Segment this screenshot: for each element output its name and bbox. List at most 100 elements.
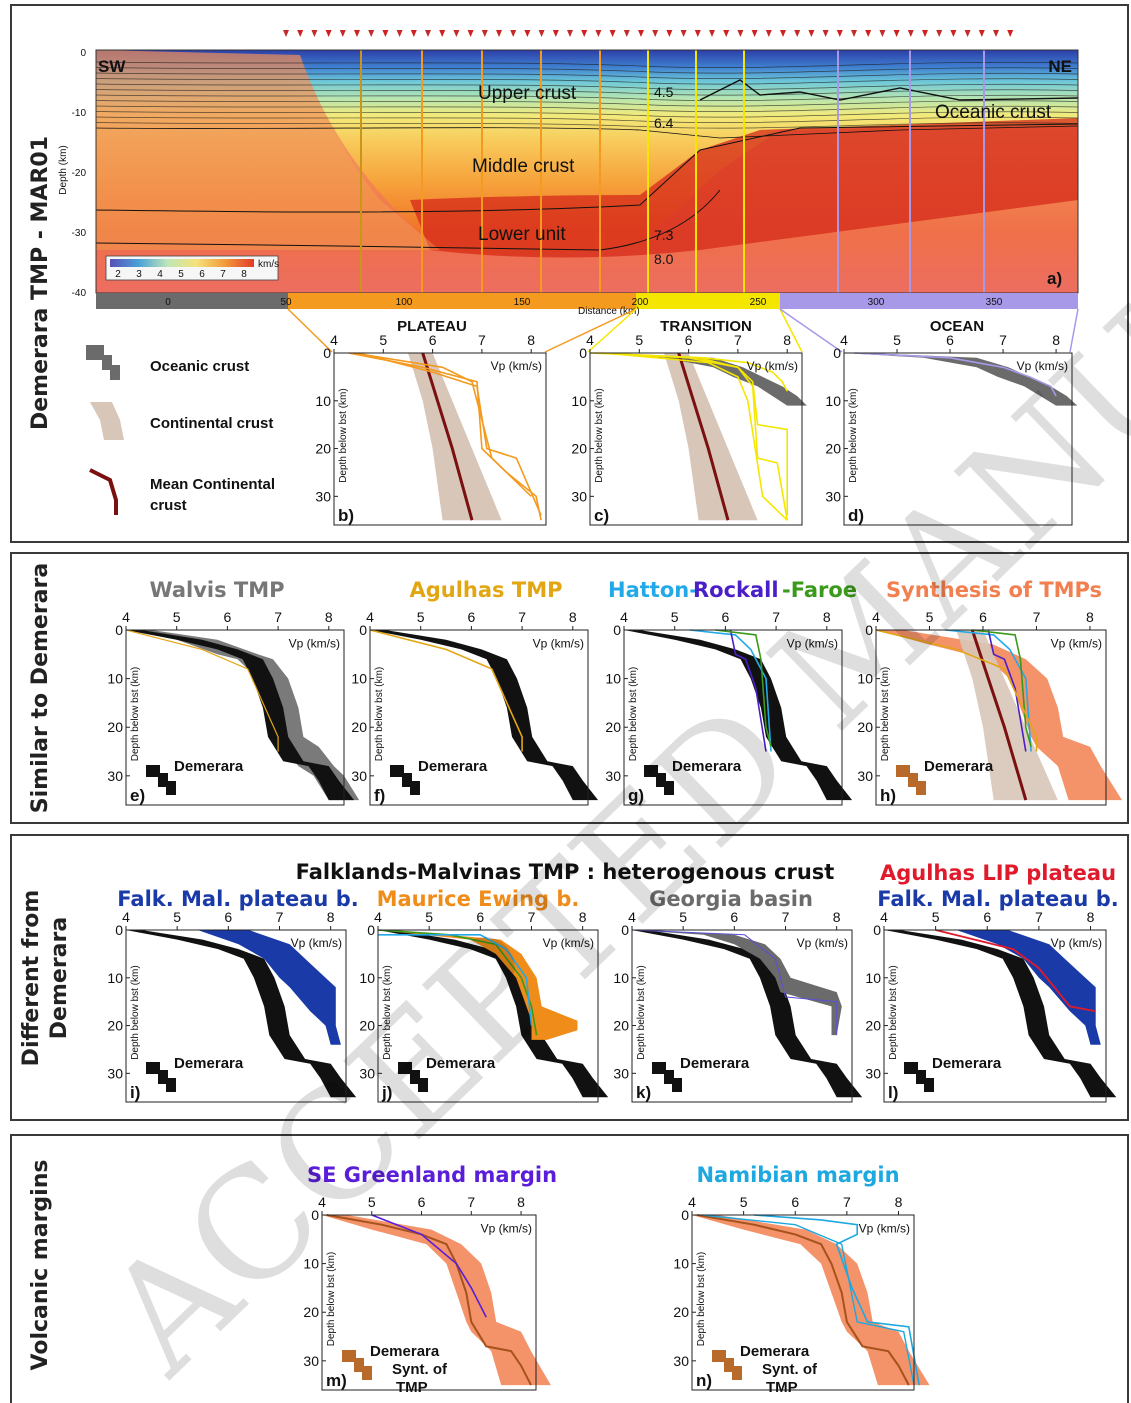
- velocity-contour: [95, 78, 1079, 85]
- x-tick-label: 5: [740, 1194, 748, 1210]
- row-label-similar: Similar to Demerara: [28, 563, 53, 813]
- obs-marker: [865, 30, 872, 37]
- vp-axis-label: Vp (km/s): [291, 936, 342, 950]
- obs-marker: [907, 30, 914, 37]
- fan-transition: [587, 308, 803, 353]
- obs-marker: [765, 30, 772, 37]
- x-tick-label: 7: [999, 332, 1007, 348]
- obs-marker: [851, 30, 857, 37]
- colorbar-unit: km/s: [258, 259, 279, 270]
- y-tick-label: 10: [613, 970, 629, 986]
- vp-axis-label: Vp (km/s): [1051, 936, 1102, 950]
- demerara-label: Demerara: [672, 758, 742, 775]
- x-tick-label: 5: [417, 609, 425, 625]
- title-walvis: Walvis TMP: [149, 578, 284, 602]
- panel-letter: b): [338, 506, 354, 525]
- vp-panel-m: 4 5 6 7 8 0 10 20 30 Vp (km/s) Depth below bst (km…: [303, 1194, 551, 1396]
- y-tick-label: 0: [323, 345, 331, 361]
- x-tick-label: 8: [327, 909, 335, 925]
- panel-frame: [589, 352, 803, 526]
- y-tick-label: 20: [107, 719, 123, 735]
- velocity-profile: [326, 1214, 532, 1386]
- velocity-band: [370, 630, 599, 801]
- velocity-band: [664, 353, 758, 521]
- panel-letter: i): [130, 1083, 140, 1102]
- velocity-profile: [353, 352, 532, 497]
- obs-marker: [1007, 30, 1014, 37]
- obs-marker: [936, 30, 943, 37]
- y-tick-label: 20: [571, 441, 587, 457]
- velocity-profile: [945, 629, 1032, 752]
- vp-axis-label: Vp (km/s): [543, 936, 594, 950]
- distance-tick: 200: [632, 297, 649, 308]
- x-tick-label: 6: [476, 909, 484, 925]
- y-tick-label: 0: [359, 622, 367, 638]
- velocity-4.5-label: 4.5: [654, 84, 674, 100]
- panel-letter: l): [888, 1083, 898, 1102]
- y-tick-label: 30: [571, 488, 587, 504]
- vp-axis-label: Vp (km/s): [289, 637, 340, 651]
- vp-axis-label: Vp (km/s): [481, 1222, 532, 1236]
- obs-marker: [496, 30, 502, 37]
- y-tick-label: 20: [315, 441, 331, 457]
- obs-marker: [510, 30, 517, 37]
- vp-panel-n: 4 5 6 7 8 0 10 20 30 Vp (km/s) Depth below bst (km…: [673, 1194, 930, 1396]
- velocity-band: [590, 353, 807, 406]
- obs-marker: [694, 30, 701, 37]
- distance-tick: 100: [396, 297, 413, 308]
- title-maurice: Maurice Ewing b.: [377, 887, 580, 911]
- title-agulhas-lip: Agulhas LIP plateau: [880, 861, 1116, 885]
- obs-marker: [325, 30, 332, 37]
- obs-marker: [737, 30, 744, 37]
- x-tick-label: 8: [895, 1194, 903, 1210]
- x-tick-label: 8: [579, 909, 587, 925]
- velocity-profile: [369, 629, 523, 752]
- legend-mean-line2: crust: [150, 497, 187, 514]
- velocity-profile: [604, 352, 788, 521]
- y-tick-label: 0: [115, 622, 123, 638]
- obs-marker: [623, 30, 630, 37]
- obs-marker: [425, 30, 431, 37]
- x-tick-label: 5: [425, 909, 433, 925]
- vp-axis-label: Vp (km/s): [747, 359, 798, 373]
- obs-marker: [638, 30, 644, 37]
- velocity-contour: [95, 123, 1079, 213]
- x-tick-label: 7: [1033, 609, 1041, 625]
- x-tick-label: 7: [274, 609, 282, 625]
- legend-mean-swatch: [89, 468, 118, 515]
- obs-marker: [993, 30, 999, 37]
- y-tick-label: 10: [107, 671, 123, 687]
- vp-panel-c: 4 5 6 7 8 0 10 20 30 Vp (km/s) Depth below bst (km…: [571, 332, 807, 526]
- panel-letter: m): [326, 1371, 347, 1390]
- y-tick-label: 30: [351, 768, 367, 784]
- velocity-band: [876, 630, 1122, 801]
- distance-bar-plateau: [288, 293, 636, 309]
- obs-marker: [978, 30, 985, 37]
- x-tick-label: 7: [782, 909, 790, 925]
- synthesis-label: Synt. of: [392, 1361, 448, 1378]
- velocity-band: [884, 930, 1117, 1098]
- y-tick-label: 20: [865, 1018, 881, 1034]
- panel-frame: [631, 929, 853, 1103]
- distance-tick: 250: [750, 297, 767, 308]
- obs-marker: [666, 30, 673, 37]
- y-tick-label: 30: [359, 1065, 375, 1081]
- y-tick-label: 30: [107, 768, 123, 784]
- velocity-profile: [702, 1214, 915, 1386]
- x-tick-label: 4: [840, 332, 848, 348]
- section-depth-label: Depth (km): [58, 145, 69, 194]
- x-tick-label: 5: [173, 909, 181, 925]
- obs-marker: [567, 30, 573, 37]
- y-tick-label: 20: [825, 441, 841, 457]
- velocity-band: [378, 930, 609, 1098]
- obs-marker: [950, 30, 957, 37]
- velocity-profile: [594, 352, 788, 521]
- legend-mean-line1: Mean Continental: [150, 476, 275, 493]
- title-faroe: -Faroe: [782, 578, 857, 602]
- distance-tick: 150: [514, 297, 531, 308]
- distance-bar-ocean: [780, 293, 1078, 309]
- colorbar-tick: 3: [136, 269, 142, 280]
- x-tick-label: 7: [478, 332, 486, 348]
- x-tick-label: 5: [173, 609, 181, 625]
